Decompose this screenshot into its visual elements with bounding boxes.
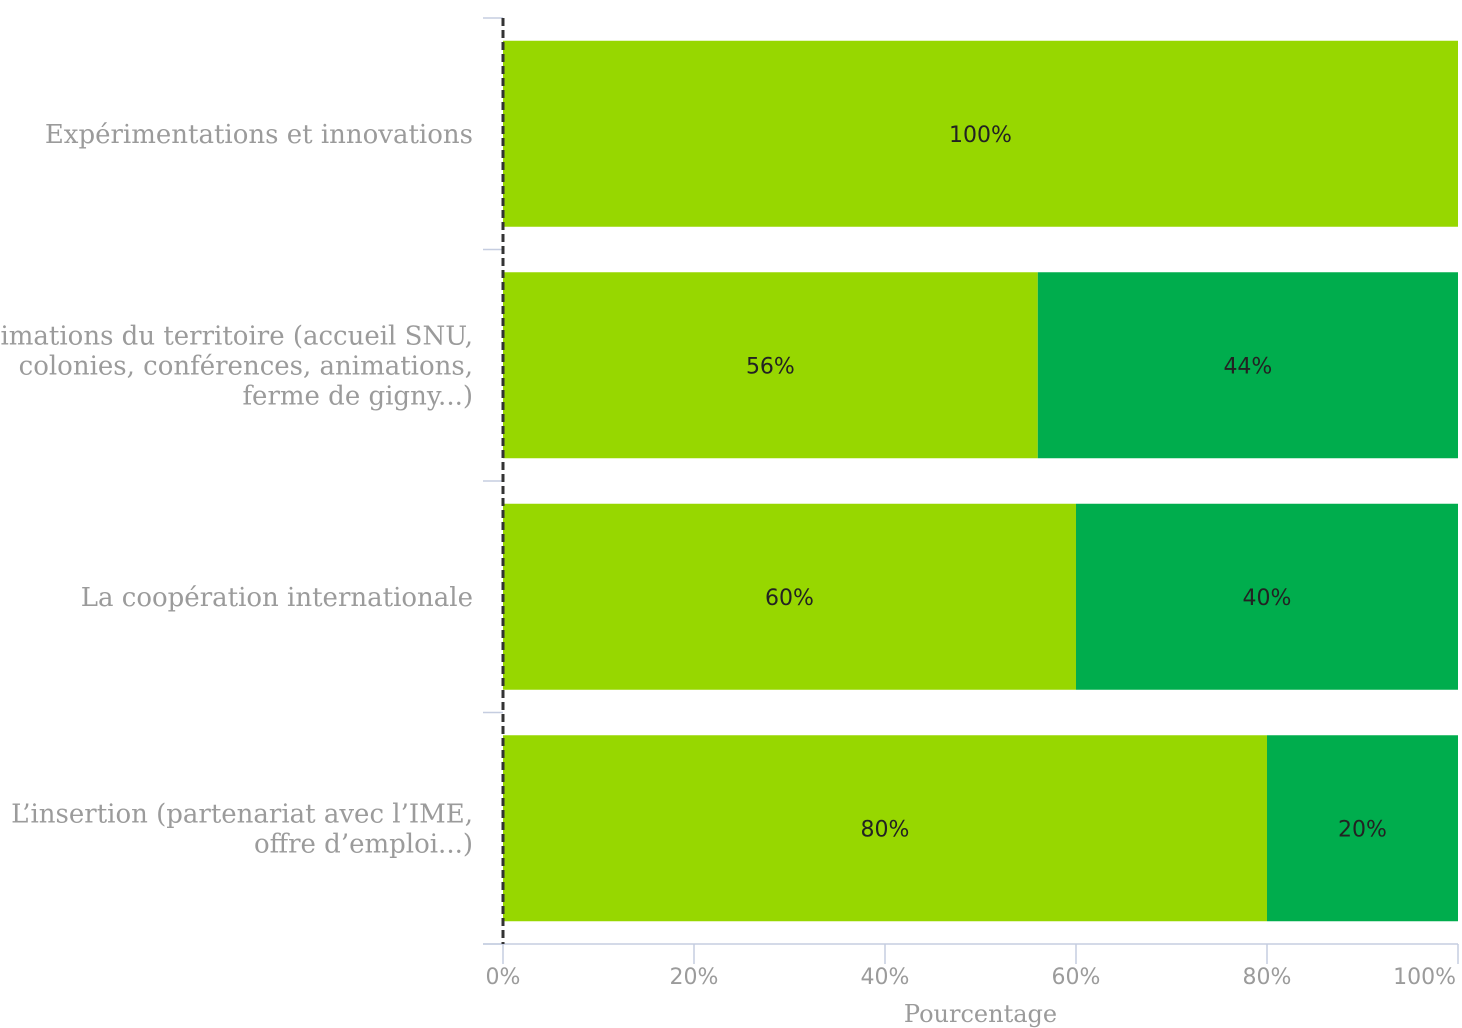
category-label-line: offre d’emploi...) (254, 829, 473, 859)
category-label: L’insertion (partenariat avec l’IME, offr… (11, 799, 473, 859)
bar-segment (503, 40, 1458, 227)
category-label: La coopération internationale (81, 583, 473, 613)
category-label-line: ferme de gigny...) (242, 381, 473, 411)
data-label: 44% (1223, 354, 1272, 379)
x-axis-ticks: 0% 20% 40% 60% 80% 100% (486, 944, 1459, 990)
x-axis-title: Pourcentage (904, 1000, 1057, 1028)
bar-segment (503, 272, 1038, 459)
category-label-line: Animations du territoire (accueil SNU, (0, 321, 473, 351)
data-label: 40% (1243, 586, 1292, 611)
bar-segment (1076, 503, 1458, 690)
x-tick-label: 40% (861, 965, 910, 990)
category-label-line: colonies, conférences, animations, (19, 351, 473, 381)
bar-segment (503, 735, 1267, 922)
category-label-line: La coopération internationale (81, 583, 473, 613)
x-tick-label: 20% (670, 965, 719, 990)
x-tick-label: 100% (1393, 965, 1456, 990)
bar-segment (503, 503, 1076, 690)
category-ticks (483, 17, 503, 945)
x-tick-label: 60% (1052, 965, 1101, 990)
data-label: 80% (861, 817, 910, 842)
bar-segment (1267, 735, 1458, 922)
data-label: 56% (746, 354, 795, 379)
bars-group: 100% 56% 44% 60% 40% 80% 20% (503, 40, 1458, 922)
category-labels: Expérimentations et innovations Animation… (0, 120, 473, 860)
category-label-line: L’insertion (partenariat avec l’IME, (11, 799, 473, 829)
data-label: 20% (1338, 817, 1387, 842)
category-label-line: Expérimentations et innovations (45, 120, 473, 150)
data-label: 60% (765, 586, 814, 611)
category-label: Animations du territoire (accueil SNU, co… (0, 321, 473, 411)
category-label: Expérimentations et innovations (45, 120, 473, 150)
bar-segment (1037, 272, 1458, 459)
x-tick-label: 0% (486, 965, 521, 990)
x-tick-label: 80% (1243, 965, 1292, 990)
data-label: 100% (949, 123, 1012, 148)
